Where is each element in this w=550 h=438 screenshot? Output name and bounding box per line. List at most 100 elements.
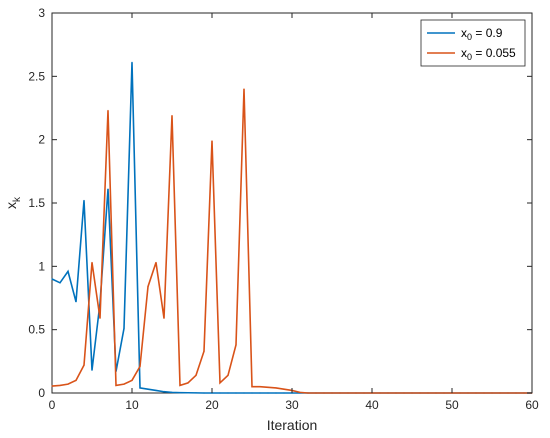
- data-point: [67, 383, 69, 385]
- data-point: [491, 392, 493, 394]
- data-point: [163, 391, 165, 393]
- data-point: [227, 392, 229, 394]
- y-axis-label-subscript: k: [12, 196, 23, 202]
- legend-label-rest: = 0.055: [472, 46, 516, 60]
- data-point: [227, 374, 229, 376]
- data-point: [51, 385, 53, 387]
- data-point: [75, 301, 77, 303]
- data-point: [59, 384, 61, 386]
- y-tick-label: 2: [38, 133, 45, 147]
- data-point: [163, 317, 165, 319]
- y-tick-label: 1: [38, 259, 45, 273]
- data-point: [195, 374, 197, 376]
- legend-label-1: x0 = 0.9: [461, 26, 503, 42]
- data-point: [67, 270, 69, 272]
- legend-label-rest: = 0.9: [472, 26, 503, 40]
- data-point: [99, 317, 101, 319]
- legend-items: x0 = 0.9 x0 = 0.055: [427, 26, 516, 62]
- data-point: [355, 392, 357, 394]
- data-point: [91, 261, 93, 264]
- data-point: [387, 392, 389, 394]
- data-point: [147, 388, 149, 390]
- data-point: [275, 392, 277, 394]
- data-point: [483, 392, 485, 394]
- data-point: [147, 286, 149, 288]
- data-point: [331, 392, 333, 394]
- data-point: [107, 109, 109, 112]
- data-point: [427, 392, 429, 394]
- data-point: [467, 392, 469, 394]
- data-point: [187, 382, 189, 384]
- legend: x0 = 0.9 x0 = 0.055: [420, 19, 526, 67]
- data-point: [171, 391, 173, 393]
- y-tick-label: 3: [38, 6, 45, 20]
- x-tick-label: 20: [205, 398, 219, 412]
- data-point: [131, 61, 133, 64]
- data-point: [267, 386, 269, 388]
- data-point: [139, 365, 141, 367]
- legend-box: [420, 19, 526, 67]
- data-point: [443, 392, 445, 394]
- data-point: [363, 392, 365, 394]
- data-point: [243, 392, 245, 394]
- data-point: [211, 140, 213, 142]
- data-point: [235, 344, 237, 346]
- data-point: [83, 364, 85, 366]
- data-point: [91, 369, 93, 371]
- legend-label-subscript: 0: [467, 52, 472, 62]
- data-point: [179, 392, 181, 394]
- y-tick-label: 0.5: [28, 323, 45, 337]
- data-point: [107, 188, 109, 190]
- plot-area: 0 10 20 30 40 50 60 0 0.5 1 1.5 2 2.5 3: [28, 6, 539, 412]
- data-point: [499, 392, 501, 394]
- x-axis-ticks: 0 10 20 30 40 50 60: [49, 13, 539, 412]
- data-point: [339, 392, 341, 394]
- data-point: [307, 392, 309, 394]
- data-point: [59, 282, 61, 284]
- data-point: [395, 392, 397, 394]
- data-point: [403, 392, 405, 394]
- x-tick-label: 10: [125, 398, 139, 412]
- data-point: [83, 199, 85, 202]
- data-point: [179, 384, 181, 386]
- legend-label-base: x: [461, 46, 467, 60]
- data-point: [315, 392, 317, 394]
- data-point: [155, 261, 157, 264]
- data-point: [419, 392, 421, 394]
- data-point: [507, 392, 509, 394]
- data-point: [219, 392, 221, 394]
- data-point: [435, 392, 437, 394]
- data-point: [235, 392, 237, 394]
- data-point: [267, 392, 269, 394]
- y-axis-label-base: x: [3, 202, 19, 209]
- data-point: [51, 278, 53, 280]
- data-point: [219, 382, 221, 384]
- data-point: [123, 327, 125, 329]
- data-point: [459, 392, 461, 394]
- data-point: [251, 386, 253, 388]
- y-tick-label: 1.5: [28, 196, 45, 210]
- data-point: [131, 379, 133, 381]
- data-point: [283, 388, 285, 390]
- x-axis-label: Iteration: [267, 417, 318, 433]
- data-point: [243, 88, 245, 90]
- data-point: [259, 392, 261, 394]
- data-point: [275, 387, 277, 389]
- data-point: [523, 392, 525, 394]
- data-point: [259, 386, 261, 388]
- legend-label-subscript: 0: [467, 32, 472, 42]
- data-point: [515, 392, 517, 394]
- data-point: [251, 392, 253, 394]
- data-point: [139, 387, 141, 389]
- data-point: [323, 392, 325, 394]
- data-point: [171, 115, 173, 117]
- y-axis-ticks: 0 0.5 1 1.5 2 2.5 3: [28, 6, 532, 400]
- x-tick-label: 50: [445, 398, 459, 412]
- data-point: [379, 392, 381, 394]
- legend-label-2: x0 = 0.055: [461, 46, 516, 62]
- data-point: [475, 392, 477, 394]
- y-axis-label: xk: [3, 196, 23, 209]
- data-point: [203, 350, 205, 352]
- data-point: [203, 392, 205, 394]
